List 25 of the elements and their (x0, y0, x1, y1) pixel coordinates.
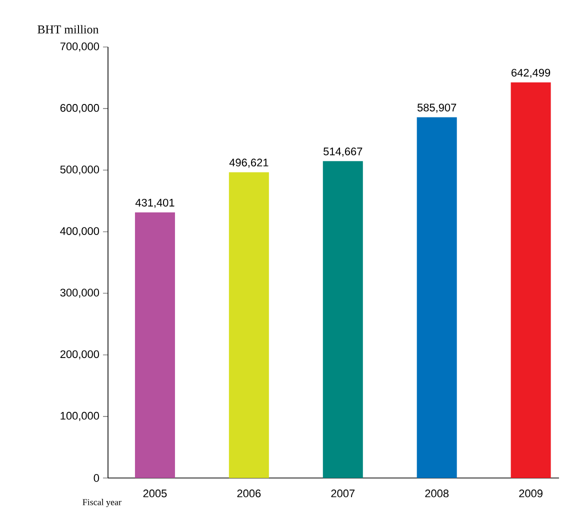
x-tick-label: 2009 (519, 490, 542, 498)
data-label: 431,401 (135, 198, 174, 208)
y-tick-label: 400,000 (60, 227, 100, 236)
y-tick-label: 0 (94, 474, 100, 482)
data-label: 585,907 (417, 104, 456, 113)
bar (510, 82, 551, 478)
data-label: 642,499 (512, 68, 550, 78)
y-tick-label: 600,000 (60, 104, 100, 114)
y-tick-label: 100,000 (60, 412, 100, 421)
x-tick-label: 2007 (331, 490, 355, 498)
x-tick-label: 2006 (237, 490, 261, 498)
y-tick-label: 300,000 (60, 288, 100, 298)
data-label: 496,621 (229, 158, 268, 168)
bar (134, 212, 175, 478)
bar (322, 161, 363, 478)
x-axis-title: Fiscal year (82, 498, 122, 508)
y-tick-label: 500,000 (60, 166, 100, 175)
bar (228, 172, 269, 478)
x-tick-label: 2008 (425, 490, 449, 498)
x-tick-label: 2005 (143, 490, 167, 498)
y-axis-title: BHT million (38, 25, 99, 34)
data-label: 514,667 (324, 148, 362, 157)
y-tick-label: 200,000 (60, 350, 100, 360)
y-tick-label: 700,000 (60, 42, 100, 52)
bar (416, 117, 457, 478)
